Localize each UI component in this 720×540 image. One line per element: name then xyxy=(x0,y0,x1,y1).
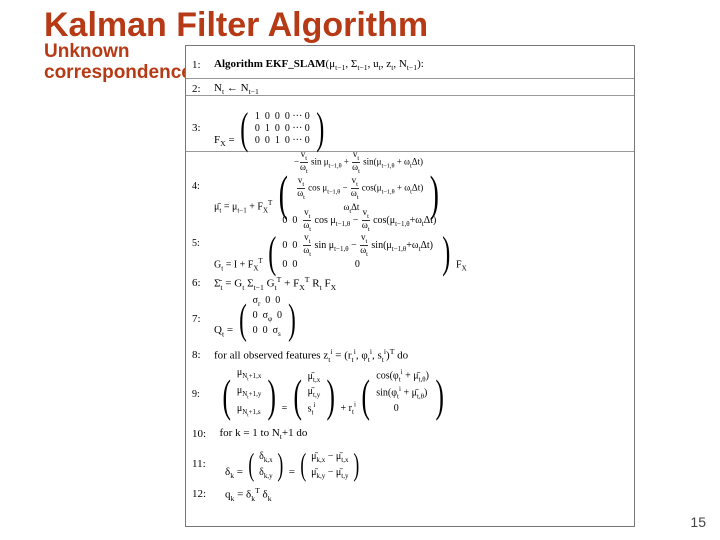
algo-rule xyxy=(186,78,634,79)
algo-line: 12: qk = δkT δk xyxy=(186,486,634,502)
algo-line: 2:Nt ← Nt−1 xyxy=(186,81,634,97)
algo-line-number: 8: xyxy=(186,349,214,361)
algo-line-body: Σ̄t = Gt Σt−1 GtT + FXT Rt FX xyxy=(214,275,634,292)
slide-root: Kalman Filter Algorithm Unknown correspo… xyxy=(0,0,720,540)
algorithm-content: 1:Algorithm EKF_SLAM(μt−1, Σt−1, ut, zt,… xyxy=(186,46,634,526)
algo-line-number: 10: xyxy=(186,428,214,440)
algo-line: 4:μ̄t = μt−1 + FXT ( −vtωt sin μt−1,θ + … xyxy=(186,158,634,214)
algo-line-body: for all observed features zti = (rti, φt… xyxy=(214,347,634,364)
algorithm-box: 1:Algorithm EKF_SLAM(μt−1, Σt−1, ut, zt,… xyxy=(185,45,635,527)
algo-line-body: ( μNt+1,xμNt+1,yμNt+1,s ) = ( μ̄t,xμ̄t,y… xyxy=(214,366,634,422)
algo-line: 1:Algorithm EKF_SLAM(μt−1, Σt−1, ut, zt,… xyxy=(186,56,634,74)
algo-line-number: 7: xyxy=(186,313,214,325)
page-number: 15 xyxy=(690,514,706,530)
algo-line-number: 1: xyxy=(186,59,214,71)
algo-line: 5:Gt = I + FXT ( 0 0 vtωt cos μt−1,θ − v… xyxy=(186,218,634,268)
algo-line-body: Gt = I + FXT ( 0 0 vtωt cos μt−1,θ − vtω… xyxy=(214,208,634,278)
slide-title: Kalman Filter Algorithm xyxy=(44,8,692,42)
algo-line-body: FX = ( 1 0 0 0 ··· 00 1 0 0 ··· 00 0 1 0… xyxy=(214,103,634,154)
algo-line-body: Qt = ( σr 0 00 σφ 00 0 σs ) xyxy=(214,294,634,344)
algo-line-number: 3: xyxy=(186,122,214,134)
algo-line-body: for k = 1 to Nt+1 do xyxy=(214,427,634,441)
subtitle-line2: correspondences xyxy=(44,62,202,83)
algo-line-number: 6: xyxy=(186,277,214,289)
algo-line-number: 12: xyxy=(186,488,214,500)
algo-line: 8:for all observed features zti = (rti, … xyxy=(186,346,634,364)
algo-line-body: qk = δkT δk xyxy=(214,486,634,503)
algo-line: 10: for k = 1 to Nt+1 do xyxy=(186,426,634,442)
algo-line: 11: δk = ( δk,xδk,y ) = ( μ̄k,x − μ̄t,xμ… xyxy=(186,446,634,482)
algo-line-body: Nt ← Nt−1 xyxy=(214,82,634,96)
algo-line-number: 2: xyxy=(186,83,214,95)
algo-line-body: δk = ( δk,xδk,y ) = ( μ̄k,x − μ̄t,xμ̄k,y… xyxy=(214,446,634,483)
algo-line-number: 9: xyxy=(186,389,214,400)
algo-line: 3:FX = ( 1 0 0 0 ··· 00 1 0 0 ··· 00 0 1… xyxy=(186,104,634,152)
algo-line: 7:Qt = ( σr 0 00 σφ 00 0 σs ) xyxy=(186,296,634,342)
algo-line-body: Algorithm EKF_SLAM(μt−1, Σt−1, ut, zt, N… xyxy=(214,58,634,72)
algo-line-number: 11: xyxy=(186,458,214,470)
algo-line-number: 4: xyxy=(186,181,214,192)
algo-line: 9: ( μNt+1,xμNt+1,yμNt+1,s ) = ( μ̄t,xμ̄… xyxy=(186,368,634,420)
algo-line-number: 5: xyxy=(186,238,214,249)
subtitle-line1: Unknown xyxy=(44,41,130,62)
algo-line: 6:Σ̄t = Gt Σt−1 GtT + FXT Rt FX xyxy=(186,274,634,292)
